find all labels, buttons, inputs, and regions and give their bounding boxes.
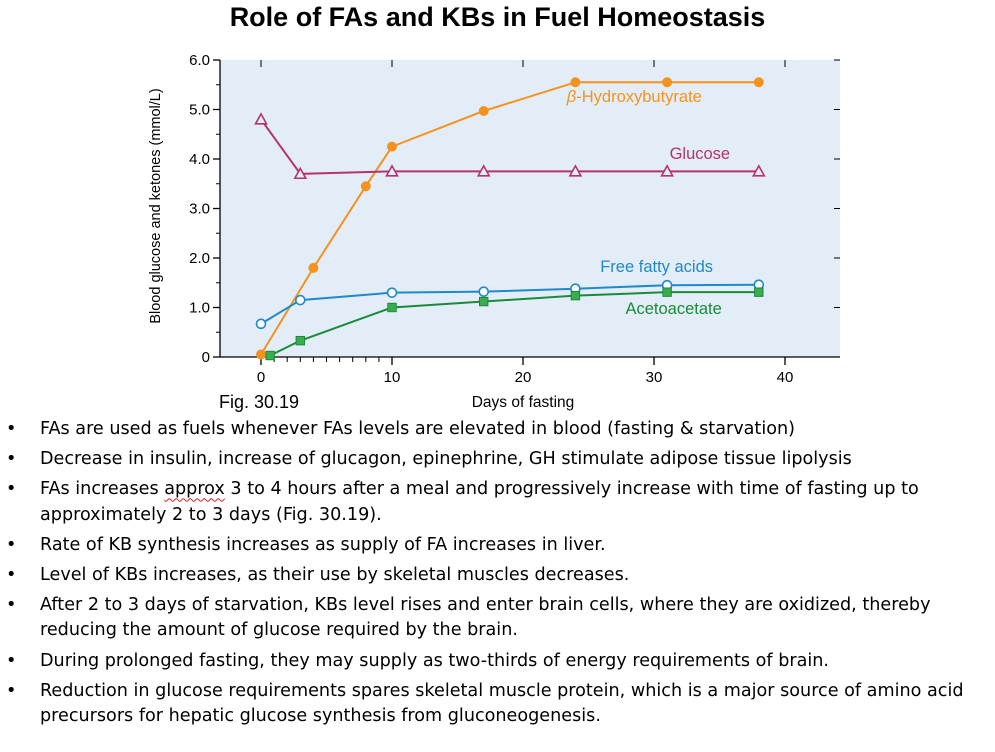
series-layer <box>254 77 766 361</box>
glucose-point <box>254 112 268 125</box>
beta-hydroxybutyrate-line <box>260 81 759 356</box>
free-fatty-acids-point <box>478 286 490 297</box>
glucose-point <box>568 164 583 177</box>
spellcheck-underlined-word: approx <box>164 479 225 500</box>
acetoacetate-point <box>387 302 397 313</box>
glucose-label: Glucose <box>670 145 731 163</box>
y-tick-label: 2.0 <box>189 250 210 267</box>
y-tick-label: 4.0 <box>189 151 210 168</box>
plot-area <box>220 60 840 357</box>
bullet-text: After 2 to 3 days of starvation, KBs lev… <box>40 595 931 641</box>
glucose-point <box>476 164 491 177</box>
acetoacetate-point <box>295 335 306 346</box>
bullet-text: Reduction in glucose requirements spares… <box>40 680 964 727</box>
bullet-item: Level of KBs increases, as their use by … <box>0 563 995 588</box>
bullet-text: Decrease in insulin, increase of glucago… <box>40 449 852 470</box>
acetoacetate-point <box>754 287 764 297</box>
beta-hydroxybutyrate-point <box>360 181 371 192</box>
axes <box>213 59 840 365</box>
figure-caption: Fig. 30.19 <box>219 392 300 412</box>
y-tick-label: 1.0 <box>189 300 210 317</box>
fasting-fuel-chart: 0 1.0 2.0 3.0 4.0 5.0 6.0 0 10 20 30 40 Days of fast… <box>148 52 840 411</box>
bullet-item: FAs are used as fuels whenever FAs level… <box>0 417 995 442</box>
glucose-point <box>660 164 674 177</box>
labels-layer: 0 1.0 2.0 3.0 4.0 5.0 6.0 0 10 20 30 40 Days of fast… <box>148 52 793 411</box>
y-tick-label: 3.0 <box>189 201 210 218</box>
acetoacetate-point <box>662 287 672 297</box>
free-fatty-acids-point <box>294 294 306 306</box>
x-tick-label: 40 <box>777 369 794 386</box>
beta-hydroxybutyrate-point <box>753 77 764 88</box>
x-tick-label: 30 <box>646 369 663 386</box>
beta-hydroxybutyrate-point <box>478 105 489 116</box>
acetoacetate-point <box>265 350 275 361</box>
bullet-item: During prolonged fasting, they may suppl… <box>0 649 995 674</box>
beta-hydroxybutyrate-point <box>570 77 581 88</box>
bullet-text-start: FAs increases <box>40 479 165 500</box>
bullet-list: FAs are used as fuels whenever FAs level… <box>0 417 995 734</box>
free-fatty-acids-point <box>255 318 267 330</box>
y-tick-label: 5.0 <box>189 102 210 119</box>
y-tick-label: 6.0 <box>189 52 210 69</box>
bullet-item: Decrease in insulin, increase of glucago… <box>0 447 995 472</box>
bullet-text: Level of KBs increases, as their use by … <box>40 565 630 586</box>
slide-title: Role of FAs and KBs in Fuel Homeostasis <box>229 2 766 32</box>
bullet-text-end: 3 to 4 hours after a meal and progressiv… <box>40 479 919 525</box>
y-tick-label: 0 <box>202 349 210 366</box>
bullet-item: FAs increases approx 3 to 4 hours after … <box>0 477 995 527</box>
x-tick-label: 10 <box>384 369 401 386</box>
bullet-item: Reduction in glucose requirements spares… <box>0 679 995 729</box>
glucose-point <box>385 164 399 177</box>
free-fatty-acids-point <box>386 287 398 298</box>
x-axis-title: Days of fasting <box>472 394 575 411</box>
bullet-item: After 2 to 3 days of starvation, KBs lev… <box>0 593 995 643</box>
beta-hydroxybutyrate-point <box>387 141 397 152</box>
bullet-text: Rate of KB synthesis increases as supply… <box>40 534 606 555</box>
beta-hydroxybutyrate-point <box>256 349 266 360</box>
glucose-point <box>751 164 766 177</box>
bullet-text: During prolonged fasting, they may suppl… <box>40 650 830 671</box>
acetoacetate-label: Acetoacetate <box>625 300 721 318</box>
beta-hydroxybutyrate-label: β-Hydroxybutyrate <box>566 88 702 106</box>
beta-hydroxybutyrate-point <box>662 77 673 88</box>
y-axis-title: Blood glucose and ketones (mmol/L) <box>148 88 164 323</box>
beta-hydroxybutyrate-point <box>308 262 319 273</box>
bullet-item: Rate of KB synthesis increases as supply… <box>0 533 995 558</box>
bullet-text: FAs are used as fuels whenever FAs level… <box>40 419 795 439</box>
acetoacetate-point <box>479 296 489 307</box>
free-fatty-acids-label: Free fatty acids <box>600 258 713 276</box>
acetoacetate-point <box>570 290 581 301</box>
glucose-point <box>293 166 308 180</box>
x-tick-label: 0 <box>257 369 265 386</box>
x-tick-label: 20 <box>515 369 532 386</box>
